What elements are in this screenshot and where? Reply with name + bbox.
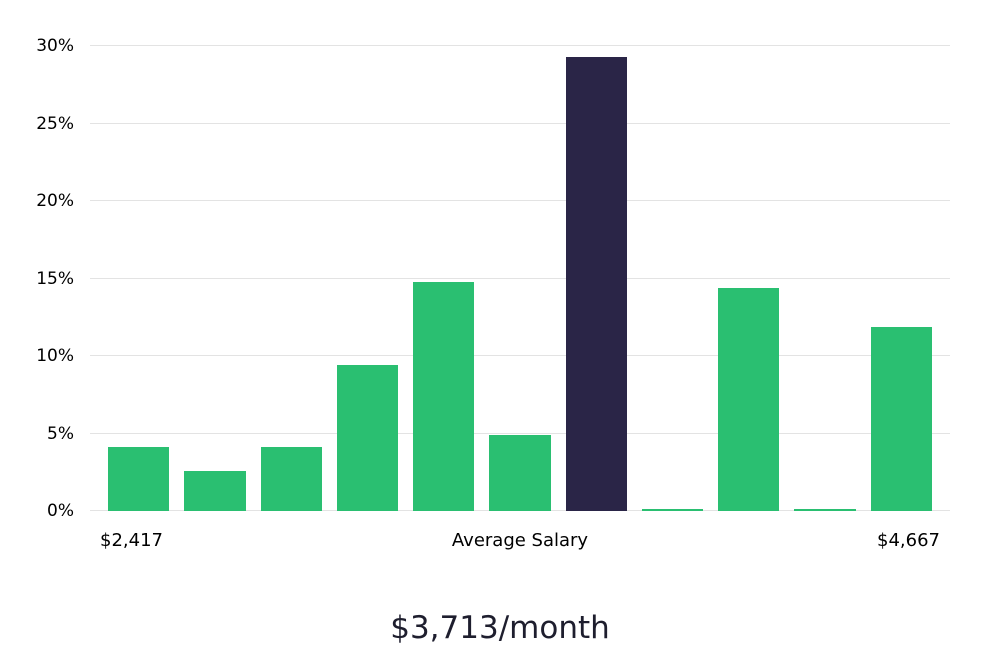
bar [260,447,322,511]
y-tick-label: 25% [36,113,74,134]
y-tick-label: 20% [36,191,74,211]
average-salary-caption: $3,713/month [390,610,610,646]
gridline [90,200,950,201]
y-tick-label: 5% [47,423,74,444]
plot-area [90,45,950,511]
y-tick-label: 15% [36,268,74,289]
y-tick-label: 30% [36,36,74,56]
bar [184,470,246,511]
bar [718,287,780,511]
gridline [90,122,950,124]
x-axis: $2,417 Average Salary $4,667 [90,530,950,551]
gridline [90,432,950,434]
bar [641,508,704,511]
gridline [90,355,950,356]
bar-highlighted [565,56,627,511]
x-label-min: $2,417 [100,530,163,551]
bar [413,281,475,511]
bar [336,365,399,511]
bar [108,447,170,511]
y-axis: 0% 5% 10% 15% 20% 25% 30% [0,36,82,521]
gridline [90,277,950,279]
y-tick-label: 0% [47,501,74,521]
x-label-average-salary: Average Salary [451,530,589,551]
gridline [90,45,950,46]
bar [870,326,932,511]
bar [794,508,856,511]
x-label-max: $4,667 [877,530,940,551]
bars-container [90,46,950,511]
y-tick-label: 10% [36,346,74,366]
bar [489,435,551,511]
